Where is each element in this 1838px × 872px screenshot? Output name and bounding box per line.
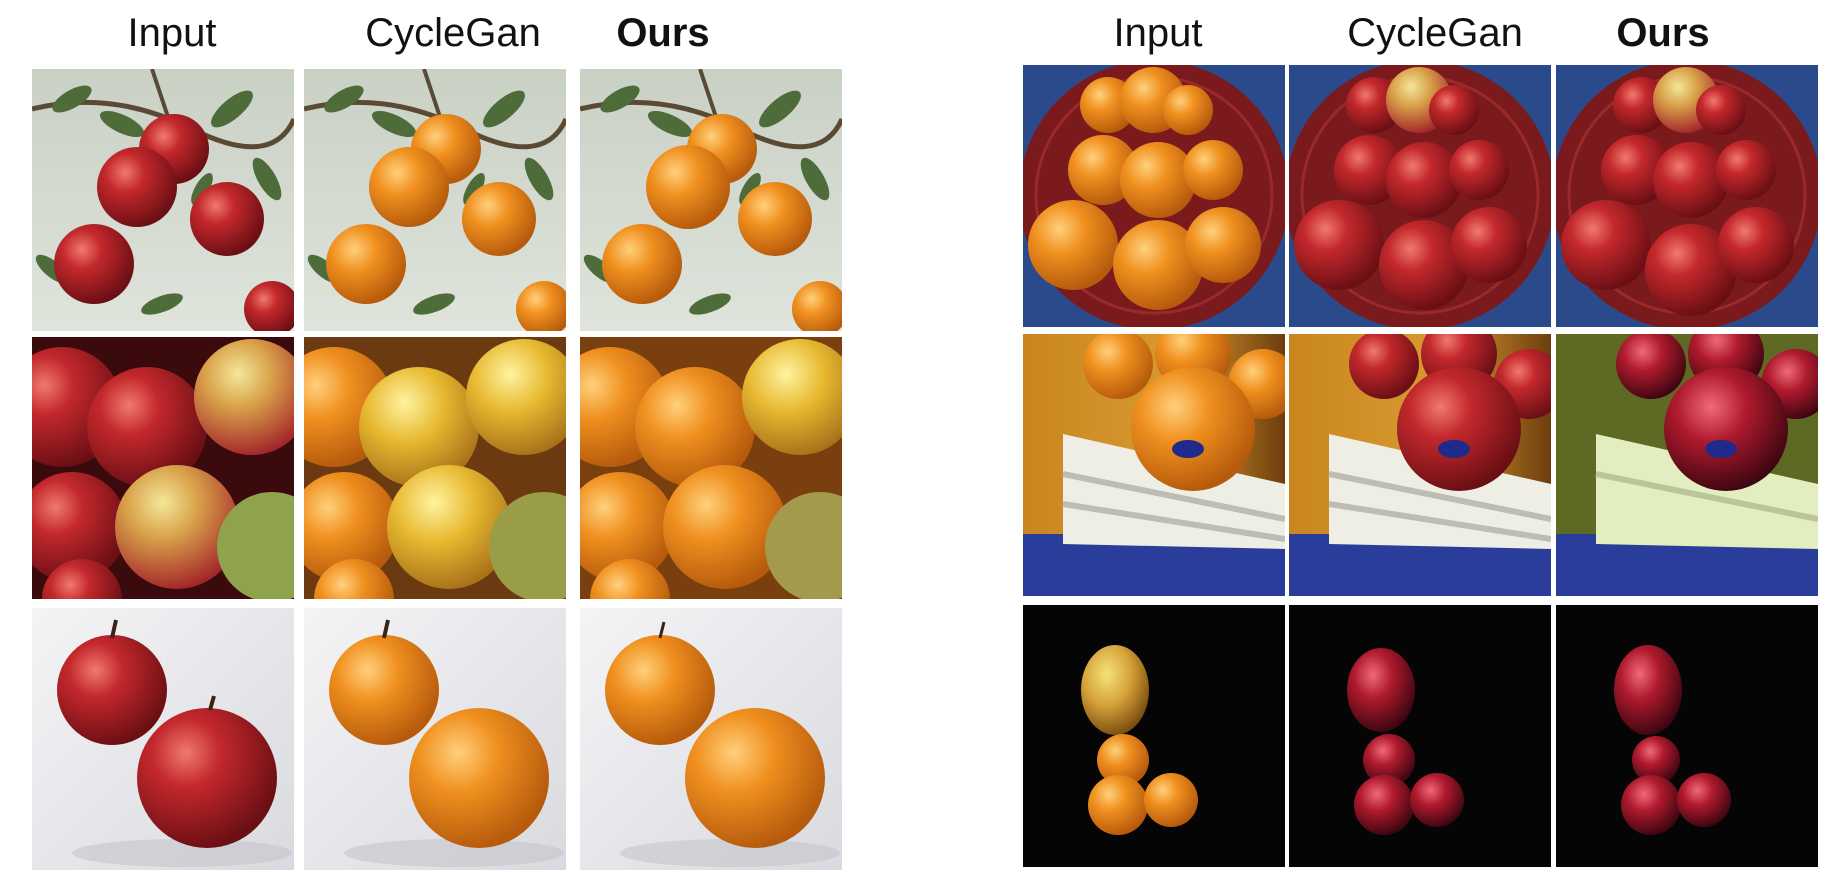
left-r1-input: [32, 69, 294, 331]
right-header-cyclegan: CycleGan: [1347, 11, 1523, 55]
left-header-input: Input: [127, 11, 217, 55]
right-r2-input: [1023, 334, 1285, 596]
right-r1-cyclegan: [1289, 65, 1551, 327]
left-r2-cyclegan: [304, 337, 566, 599]
right-r1-ours: [1556, 65, 1818, 327]
left-r3-cyclegan: [304, 608, 566, 870]
left-r3-input: [32, 608, 294, 870]
left-panel: Input CycleGan Ours: [0, 0, 850, 872]
right-panel: Input CycleGan Ours: [1000, 0, 1838, 872]
left-header-cyclegan: CycleGan: [365, 11, 541, 55]
right-header-input: Input: [1113, 11, 1203, 55]
left-header-ours: Ours: [616, 11, 710, 55]
right-r3-ours: [1556, 605, 1818, 867]
left-r2-input: [32, 337, 294, 599]
right-r2-cyclegan: [1289, 334, 1551, 596]
right-r1-input: [1023, 65, 1285, 327]
left-r1-ours: [580, 69, 842, 331]
left-r1-cyclegan: [304, 69, 566, 331]
right-r2-ours: [1556, 334, 1818, 596]
left-r2-ours: [580, 337, 842, 599]
left-r3-ours: [580, 608, 842, 870]
right-r3-cyclegan: [1289, 605, 1551, 867]
right-r3-input: [1023, 605, 1285, 867]
right-header-ours: Ours: [1616, 11, 1710, 55]
